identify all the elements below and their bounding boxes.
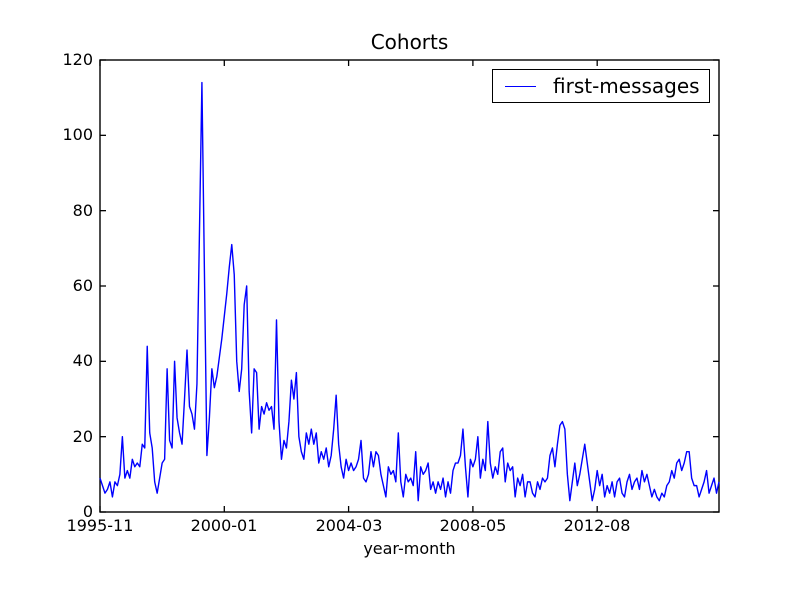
legend: first-messages <box>492 69 710 103</box>
legend-label: first-messages <box>553 74 700 98</box>
x-tick-label-2012-08: 2012-08 <box>563 516 631 535</box>
legend-line-sample <box>505 85 536 87</box>
y-tick-label-120: 120 <box>62 50 93 69</box>
y-tick-label-20: 20 <box>72 427 93 446</box>
y-tick-label-60: 60 <box>72 276 93 295</box>
y-tick-label-100: 100 <box>62 125 93 144</box>
plot-border <box>99 59 720 513</box>
x-tick-label-2008-05: 2008-05 <box>439 516 507 535</box>
x-tick-label-2000-01: 2000-01 <box>190 516 258 535</box>
y-tick-label-40: 40 <box>72 351 93 370</box>
y-tick-label-0: 0 <box>82 502 93 521</box>
x-axis-label: year-month <box>363 539 456 558</box>
y-tick-label-80: 80 <box>72 201 93 220</box>
series-line-first-messages <box>99 81 720 502</box>
chart-title: Cohorts <box>370 30 449 54</box>
tick-marks <box>99 59 719 513</box>
x-tick-label-1995-11: 1995-11 <box>66 516 134 535</box>
x-tick-label-2004-03: 2004-03 <box>315 516 383 535</box>
